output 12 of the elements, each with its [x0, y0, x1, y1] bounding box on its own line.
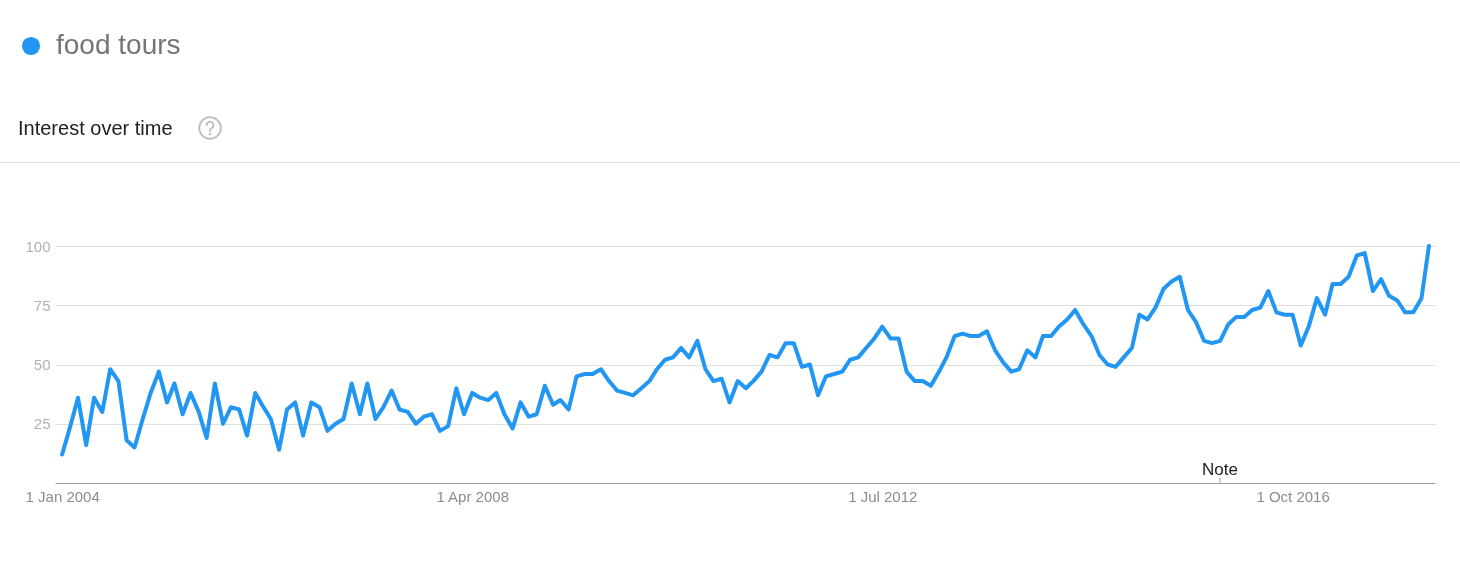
x-tick-label: 1 Jul 2012	[848, 487, 918, 505]
legend-label: food tours	[56, 29, 181, 60]
y-tick-label: 25	[33, 415, 51, 433]
y-tick-label: 75	[33, 296, 51, 314]
line-series	[60, 244, 1431, 457]
y-tick-label: 100	[25, 237, 51, 255]
x-tick-label: 1 Apr 2008	[436, 487, 509, 505]
chart-title: Interest over time	[18, 117, 173, 139]
x-tick-label: 1 Oct 2016	[1256, 487, 1330, 505]
y-tick-label: 50	[33, 356, 51, 373]
x-tick-label: 1 Jan 2004	[25, 487, 100, 505]
annotation: Note	[1202, 460, 1238, 479]
